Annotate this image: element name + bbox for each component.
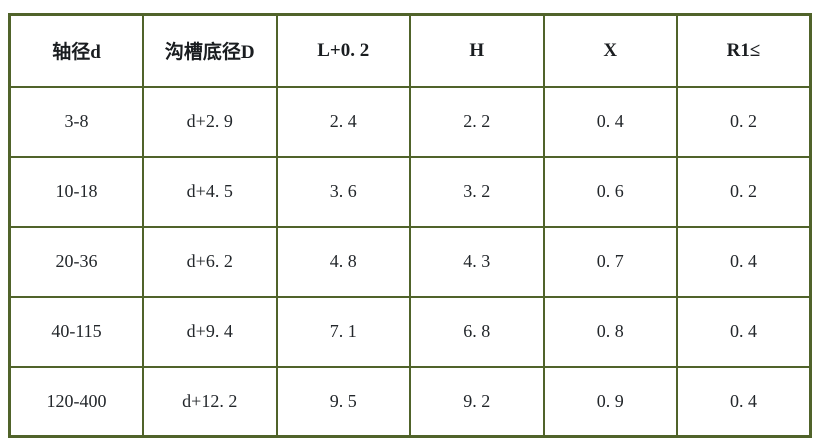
table-cell: 0. 7: [542, 225, 678, 298]
table-cell: 120-400: [8, 365, 144, 438]
col-header-h: H: [409, 13, 545, 88]
col-header-x: X: [542, 13, 678, 88]
table-cell: 0. 4: [676, 365, 812, 438]
table-cell: 0. 9: [542, 365, 678, 438]
table-cell: d+4. 5: [142, 155, 278, 228]
table-cell: 0. 4: [676, 225, 812, 298]
table-cell: 9. 2: [409, 365, 545, 438]
table-row: 20-36 d+6. 2 4. 8 4. 3 0. 7 0. 4: [8, 225, 812, 298]
col-header-r1: R1≤: [676, 13, 812, 88]
table-cell: 4. 3: [409, 225, 545, 298]
table-cell: 0. 6: [542, 155, 678, 228]
spec-table: 轴径d 沟槽底径D L+0. 2 H X R1≤ 3-8 d+2. 9 2. 4…: [8, 13, 812, 438]
col-header-l: L+0. 2: [275, 13, 411, 88]
table-cell: 0. 4: [542, 85, 678, 158]
spec-table-body: 3-8 d+2. 9 2. 4 2. 2 0. 4 0. 2 10-18 d+4…: [8, 85, 812, 438]
table-cell: d+12. 2: [142, 365, 278, 438]
table-row: 3-8 d+2. 9 2. 4 2. 2 0. 4 0. 2: [8, 85, 812, 158]
table-cell: d+9. 4: [142, 295, 278, 368]
table-cell: 0. 8: [542, 295, 678, 368]
table-cell: 40-115: [8, 295, 144, 368]
table-row: 40-115 d+9. 4 7. 1 6. 8 0. 8 0. 4: [8, 295, 812, 368]
table-cell: 9. 5: [275, 365, 411, 438]
table-cell: 0. 2: [676, 155, 812, 228]
table-cell: 4. 8: [275, 225, 411, 298]
table-cell: 3. 6: [275, 155, 411, 228]
table-cell: 3-8: [8, 85, 144, 158]
table-cell: 0. 4: [676, 295, 812, 368]
table-cell: 10-18: [8, 155, 144, 228]
table-cell: 6. 8: [409, 295, 545, 368]
table-row: 10-18 d+4. 5 3. 6 3. 2 0. 6 0. 2: [8, 155, 812, 228]
spec-table-header: 轴径d 沟槽底径D L+0. 2 H X R1≤: [8, 13, 812, 88]
table-cell: d+2. 9: [142, 85, 278, 158]
table-cell: d+6. 2: [142, 225, 278, 298]
table-cell: 0. 2: [676, 85, 812, 158]
table-cell: 2. 4: [275, 85, 411, 158]
header-row: 轴径d 沟槽底径D L+0. 2 H X R1≤: [8, 13, 812, 88]
col-header-groove-bottom-diameter: 沟槽底径D: [142, 13, 278, 88]
table-row: 120-400 d+12. 2 9. 5 9. 2 0. 9 0. 4: [8, 365, 812, 438]
col-header-shaft-diameter: 轴径d: [8, 13, 144, 88]
table-cell: 20-36: [8, 225, 144, 298]
table-cell: 7. 1: [275, 295, 411, 368]
table-cell: 2. 2: [409, 85, 545, 158]
table-cell: 3. 2: [409, 155, 545, 228]
